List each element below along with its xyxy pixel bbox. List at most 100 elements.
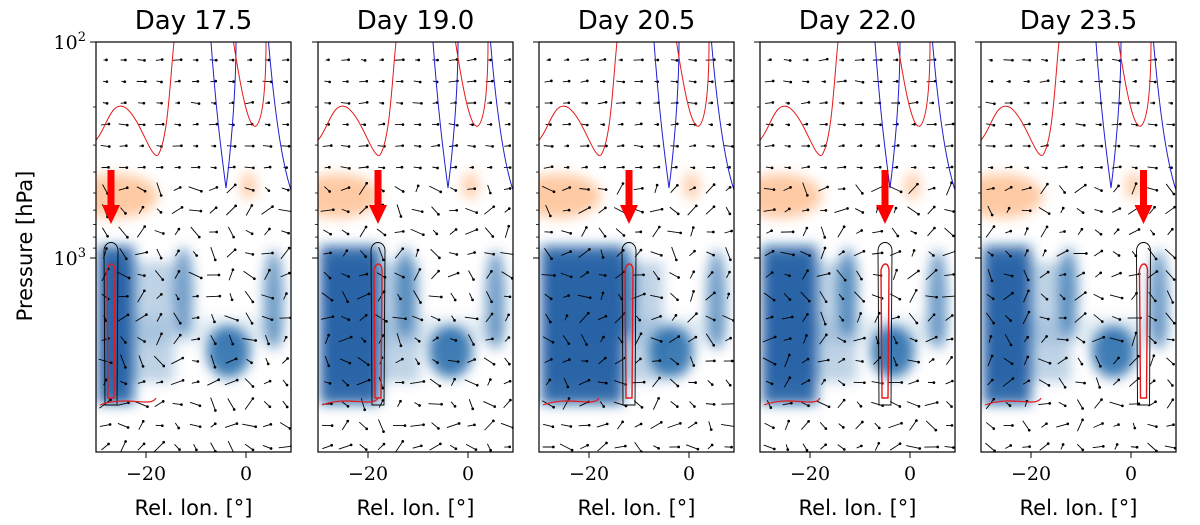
wind-vector — [429, 443, 441, 451]
wind-vector-head — [950, 337, 954, 341]
wind-vector — [137, 443, 145, 451]
wind-vector-head — [1062, 58, 1066, 62]
wind-vector-head — [824, 166, 827, 169]
wind-vector-head — [286, 123, 290, 126]
wind-vector-head — [1137, 402, 1141, 406]
wind-vector — [358, 182, 368, 196]
wind-vector-head — [1135, 445, 1139, 449]
wind-vector-head — [400, 101, 404, 105]
wind-vector-head — [900, 421, 903, 425]
wind-vector — [1056, 423, 1068, 428]
wind-vector-head — [788, 376, 792, 380]
wind-vector — [172, 402, 182, 406]
wind-vector — [614, 445, 626, 449]
wind-vector — [280, 247, 290, 260]
wind-vector-head — [1172, 278, 1176, 281]
wind-vector-head — [453, 298, 457, 302]
wind-vector-head — [126, 294, 129, 298]
wind-vector-head — [950, 405, 953, 408]
wind-vector-head — [180, 205, 184, 209]
wind-vector-head — [728, 270, 731, 274]
wind-vector-head — [455, 144, 459, 147]
wind-vector — [413, 269, 421, 281]
wind-vector — [484, 420, 494, 431]
wind-vector-head — [399, 399, 402, 403]
wind-vector-head — [287, 144, 291, 148]
wind-vector-head — [474, 448, 478, 451]
wind-vector-head — [913, 122, 916, 126]
wind-vector-head — [347, 275, 350, 278]
event-arrow-head — [102, 205, 120, 224]
wind-vector-head — [552, 190, 556, 194]
wind-vector — [649, 208, 663, 213]
red-contour-upper-east — [455, 42, 489, 127]
wind-vector-head — [234, 204, 238, 208]
wind-vector-head — [475, 383, 479, 387]
wind-vector — [209, 207, 217, 214]
wind-vector — [783, 377, 791, 388]
wind-vector-head — [217, 273, 221, 277]
wind-vector-head — [729, 258, 732, 262]
wind-vector-head — [161, 278, 165, 281]
wind-vector — [228, 334, 234, 345]
wind-vector-head — [232, 165, 236, 169]
wind-vector — [468, 399, 474, 409]
wind-vector — [1003, 273, 1013, 277]
wind-vector-head — [1062, 80, 1066, 83]
wind-vector-head — [381, 58, 384, 62]
orange-blob-east — [1125, 172, 1142, 200]
wind-vector-head — [473, 57, 477, 61]
wind-vector-head — [180, 144, 183, 148]
wind-vector-head — [565, 314, 569, 318]
panel-frame — [95, 41, 292, 453]
wind-vector — [1059, 185, 1065, 193]
wind-vector-head — [586, 271, 589, 274]
blue-field — [320, 246, 508, 404]
wind-vector-head — [604, 100, 608, 104]
wind-vector — [598, 207, 606, 214]
wind-vector — [837, 444, 845, 450]
wind-vector — [1021, 187, 1031, 191]
wind-vector-head — [931, 101, 935, 105]
wind-vector-head — [934, 268, 938, 272]
wind-vector-head — [603, 165, 607, 169]
wind-vector-head — [640, 80, 644, 83]
wind-vector — [483, 401, 495, 407]
wind-vector-head — [213, 102, 217, 105]
wind-vector-head — [730, 229, 733, 233]
wind-vector-head — [1044, 122, 1048, 126]
wind-vector — [118, 187, 128, 191]
wind-vector-head — [1100, 249, 1104, 253]
wind-vector — [279, 422, 291, 429]
wind-vector — [837, 399, 845, 409]
wind-vector — [766, 400, 772, 408]
wind-vector-head — [493, 405, 497, 408]
red-contour-upper-west — [539, 42, 618, 156]
wind-vector — [340, 187, 350, 191]
wind-vector — [784, 420, 790, 431]
wind-vector-head — [365, 144, 369, 148]
wind-vector-head — [456, 360, 460, 364]
wind-vector-head — [895, 79, 899, 83]
wind-vector-head — [772, 447, 776, 451]
wind-vector-head — [196, 380, 200, 384]
wind-vector-head — [551, 445, 555, 449]
wind-vector-head — [251, 385, 255, 388]
wind-vector — [1022, 311, 1030, 325]
wind-vector — [1057, 166, 1067, 169]
wind-vector-head — [932, 144, 936, 148]
wind-vector-head — [269, 447, 273, 450]
wind-vector-head — [178, 333, 182, 337]
wind-vector-head — [1045, 59, 1048, 62]
wind-vector-head — [934, 335, 938, 339]
wind-vector-head — [197, 165, 201, 169]
wind-vector — [906, 401, 920, 407]
wind-vector-head — [490, 312, 494, 316]
wind-vector-head — [990, 58, 993, 62]
wind-vector — [1039, 80, 1049, 83]
wind-vector-head — [676, 298, 679, 302]
x-tick-label: 0 — [904, 463, 916, 485]
wind-vector-head — [693, 144, 697, 147]
wind-vector — [1093, 293, 1103, 300]
wind-vector-head — [213, 144, 217, 148]
